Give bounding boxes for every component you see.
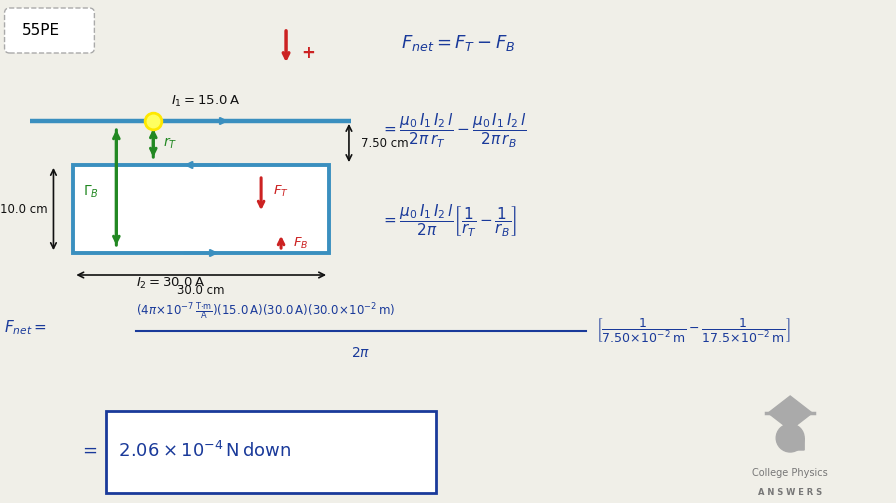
Text: $= \dfrac{\mu_0\,I_1\,I_2\,l}{2\pi}\left[\dfrac{1}{r_T} - \dfrac{1}{r_B}\right]$: $= \dfrac{\mu_0\,I_1\,I_2\,l}{2\pi}\left… [381, 203, 517, 239]
FancyBboxPatch shape [4, 8, 94, 53]
Text: +: + [301, 44, 314, 62]
Polygon shape [792, 438, 804, 450]
Text: $(4\pi\!\times\!10^{-7}\,\frac{\mathrm{T{\cdot}m}}{\mathrm{A}})(15.0\,\mathrm{A}: $(4\pi\!\times\!10^{-7}\,\frac{\mathrm{T… [136, 300, 396, 322]
Bar [73, 165, 329, 253]
Text: College Physics: College Physics [753, 468, 828, 478]
Text: 10.0 cm: 10.0 cm [0, 203, 47, 215]
Text: $I_1 = 15.0\,\mathrm{A}$: $I_1 = 15.0\,\mathrm{A}$ [171, 94, 240, 109]
Polygon shape [768, 396, 812, 430]
Text: $\left[\dfrac{1}{7.50\!\times\!10^{-2}\,\mathrm{m}} - \dfrac{1}{17.5\!\times\!10: $\left[\dfrac{1}{7.50\!\times\!10^{-2}\,… [596, 317, 790, 345]
Text: $F_T$: $F_T$ [273, 184, 289, 199]
Text: $2\pi$: $2\pi$ [351, 346, 371, 360]
Text: $F_{net} = F_T - F_B$: $F_{net} = F_T - F_B$ [401, 33, 515, 53]
Text: $r_T$: $r_T$ [163, 135, 177, 151]
Circle shape [776, 424, 804, 452]
Text: A N S W E R S: A N S W E R S [758, 488, 823, 497]
Text: $\Gamma_B$: $\Gamma_B$ [83, 184, 99, 200]
FancyBboxPatch shape [107, 411, 435, 493]
Text: $= \dfrac{\mu_0\,I_1\,I_2\,l}{2\pi\,r_T} - \dfrac{\mu_0\,I_1\,I_2\,l}{2\pi\,r_B}: $= \dfrac{\mu_0\,I_1\,I_2\,l}{2\pi\,r_T}… [381, 112, 527, 150]
Text: $= \quad 2.06\times10^{-4}\,\mathrm{N\,down}$: $= \quad 2.06\times10^{-4}\,\mathrm{N\,d… [80, 441, 292, 461]
Text: 30.0 cm: 30.0 cm [177, 285, 225, 297]
Text: $I_2 = 30.0\,\mathrm{A}$: $I_2 = 30.0\,\mathrm{A}$ [136, 276, 205, 291]
Text: $F_{net} =$: $F_{net} =$ [4, 318, 47, 338]
Text: $F_B$: $F_B$ [293, 235, 308, 250]
Text: 7.50 cm: 7.50 cm [361, 136, 409, 149]
Text: 55PE: 55PE [22, 23, 60, 38]
